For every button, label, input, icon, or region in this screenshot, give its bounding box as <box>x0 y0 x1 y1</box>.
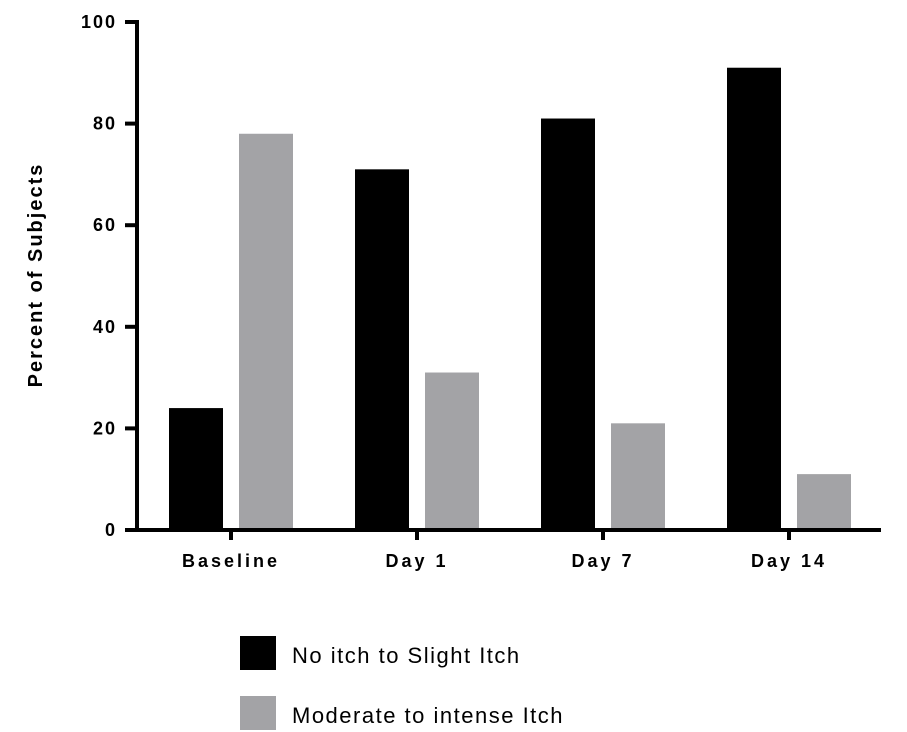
x-tick-label: Baseline <box>182 551 280 571</box>
y-axis-label: Percent of Subjects <box>25 163 47 388</box>
x-tick-label: Day 7 <box>571 551 634 571</box>
legend-label: Moderate to intense Itch <box>292 703 564 728</box>
bar-no-itch-day-7 <box>541 118 595 531</box>
bar-moderate-itch-day-7 <box>611 423 665 530</box>
y-tick-label: 40 <box>93 317 117 337</box>
y-tick-label: 0 <box>105 520 117 540</box>
y-tick-label: 60 <box>93 215 117 235</box>
bar-no-itch-day-1 <box>355 169 409 530</box>
x-tick-label: Day 1 <box>385 551 448 571</box>
legend-swatch <box>240 696 276 730</box>
bar-no-itch-baseline <box>169 408 223 530</box>
legend: No itch to Slight Itch Moderate to intens… <box>240 636 564 730</box>
legend-label: No itch to Slight Itch <box>292 643 521 668</box>
bar-moderate-itch-day-1 <box>425 372 479 530</box>
bar-moderate-itch-baseline <box>239 133 293 530</box>
y-tick-label: 20 <box>93 418 117 438</box>
y-tick-label: 80 <box>93 114 117 134</box>
y-tick-label: 100 <box>81 12 117 32</box>
x-tick-label: Day 14 <box>751 551 827 571</box>
bars-group <box>169 67 851 531</box>
bar-no-itch-day-14 <box>727 67 781 530</box>
axes-group: 0 20 40 60 80 100 Baseline Day 1 Day 7 Day 14 <box>81 12 881 571</box>
bar-moderate-itch-day-14 <box>797 474 851 530</box>
legend-swatch <box>240 636 276 670</box>
